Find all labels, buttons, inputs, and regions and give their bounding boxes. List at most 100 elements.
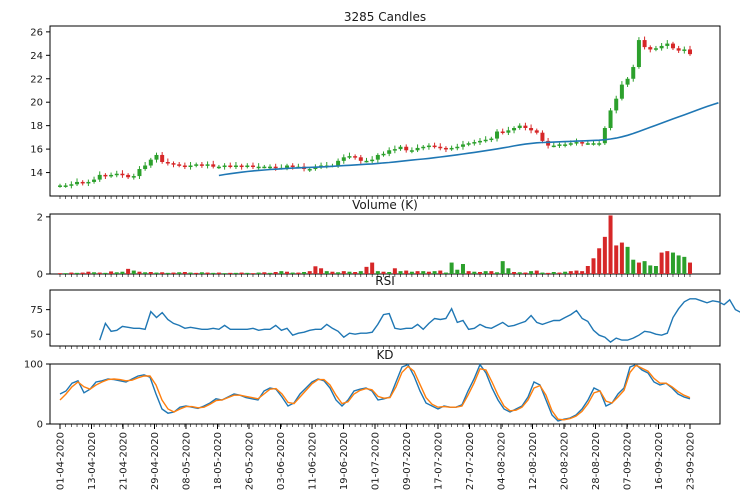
date-tick-label: 09-07-2020 [402,432,413,490]
candle-body [551,145,556,148]
candle-body [341,157,346,161]
date-tick-label: 08-05-2020 [182,432,193,490]
y-tick-label: 24 [30,51,43,62]
volume-bar [625,246,630,274]
candle-body [103,174,108,177]
volume-bar [160,272,165,274]
k-line [59,363,691,422]
candle-body [222,165,227,168]
volume-bar [597,248,602,274]
volume-bar [500,261,505,274]
volume-bar [165,272,170,274]
volume-bar [563,271,568,274]
candle-body [449,147,454,150]
rsi-line [99,298,740,343]
candle-body [659,45,664,49]
candle-body [245,165,250,168]
volume-bar [443,272,448,274]
candle-body [670,43,675,49]
candle-body [307,169,312,171]
y-tick-label: 50 [30,330,43,341]
volume-bar [404,270,409,274]
candle-body [239,165,244,168]
rsi-panel: RSI 50 75 [30,274,740,349]
candle-body [483,139,488,142]
volume-bar [676,255,681,274]
volume-bar [250,273,255,274]
candle-body [404,146,409,151]
candle-body [160,154,165,162]
volume-bar [466,271,471,274]
candle-body [688,49,692,55]
volume-bar [688,262,692,274]
candle-body [563,144,568,146]
volume-bar [341,271,346,274]
y-tick-label: 26 [30,27,43,38]
volume-bar [285,271,290,274]
volume-bar [546,272,551,274]
y-tick-label: 16 [30,145,43,156]
volume-bar [608,215,613,274]
volume-bar [534,270,539,274]
volume-bar [126,268,131,274]
date-tick-label: 13-04-2020 [87,432,98,490]
volume-bar [375,271,380,274]
candle-body [211,164,216,167]
candle-body [171,163,176,165]
volume-bar [131,270,136,274]
volume-bar [336,272,341,274]
date-axis: 01-04-2020 13-04-2020 21-04-2020 29-04-2020… [56,424,697,490]
candle-body [523,125,528,128]
candle-body [80,181,85,184]
volume-bar [557,272,562,274]
candle-body [92,179,97,182]
y-tick-label: 20 [30,98,43,109]
date-tick-label: 07-09-2020 [623,432,634,490]
volume-bar [330,271,335,274]
date-tick-label: 27-07-2020 [465,432,476,490]
candle-body [608,110,613,128]
volume-bar [506,268,511,274]
date-tick-label: 17-07-2020 [434,432,445,490]
candle-body [478,140,482,143]
candle-body [256,166,261,169]
volume-bar [636,262,641,274]
volume-bar [75,272,80,274]
candle-body [500,131,505,134]
volume-bar [211,272,216,274]
candle-body [148,159,153,166]
volume-bar [228,272,233,274]
volume-bar [302,272,307,274]
candle-body [631,67,636,79]
candle-body [455,146,460,149]
candle-body [216,166,221,169]
y-tick-label: 18 [30,121,43,132]
candle-body [398,146,403,150]
volume-bar [273,272,278,274]
volume-bar [177,272,182,274]
date-tick-label: 03-06-2020 [276,432,287,490]
volume-bar [86,271,91,274]
volume-bar [69,272,74,274]
date-tick-label: 18-05-2020 [213,432,224,490]
volume-bar [324,271,329,274]
candle-body [591,143,596,145]
volume-bar [182,272,187,274]
date-tick-label: 29-04-2020 [150,432,161,490]
candle-body [495,131,500,139]
candle-body [268,166,272,169]
volume-bar [460,264,465,274]
volume-bar [80,272,85,274]
date-tick-label: 04-08-2020 [497,432,508,490]
volume-bar [381,271,386,274]
candle-body [205,164,210,166]
candle-body [114,173,119,176]
candle-body [131,176,136,178]
candle-body [347,156,352,158]
date-tick-label: 23-09-2020 [686,432,697,490]
candle-body [387,150,392,154]
panel-title: Volume (K) [352,198,418,212]
candle-body [438,146,443,149]
date-tick-label: 20-08-2020 [560,432,571,490]
volume-bar [585,266,590,274]
